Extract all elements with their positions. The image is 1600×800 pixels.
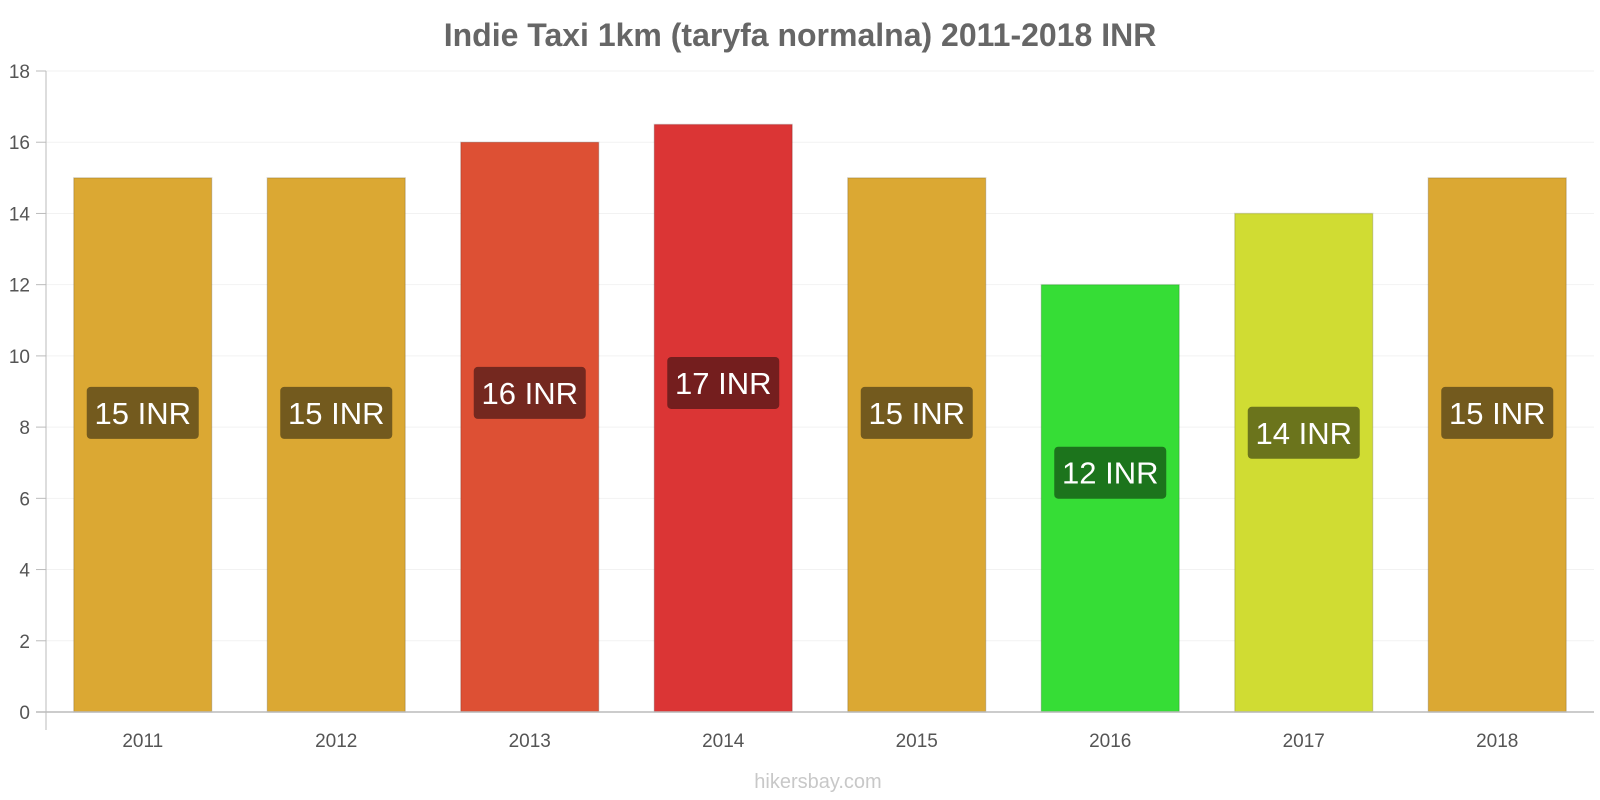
y-tick-label: 16: [9, 133, 30, 154]
y-axis: 0 2 4 6 8 10 12 14 16 18: [9, 62, 47, 730]
data-label-bg: [1054, 446, 1167, 499]
data-label: 15 INR: [1449, 396, 1545, 431]
data-label: 17 INR: [675, 366, 771, 401]
y-tick-label: 0: [19, 703, 30, 724]
x-tick-label: 2013: [509, 731, 551, 752]
x-tick-label: 2017: [1283, 731, 1325, 752]
data-label: 15 INR: [95, 396, 191, 431]
y-tick-label: 4: [19, 561, 30, 582]
x-tick-label: 2016: [1089, 731, 1131, 752]
x-tick-label: 2012: [315, 731, 357, 752]
x-axis: 2011 2012 2013 2014 2015 2016 2017 2018: [36, 711, 1594, 752]
data-label: 14 INR: [1256, 416, 1352, 451]
data-label-bg: [667, 356, 780, 409]
data-label-bg: [473, 366, 586, 419]
bars: 15 INR 15 INR 16 INR 17 INR 15 INR 12 INR 14 I…: [73, 123, 1567, 713]
bar-2014: [653, 123, 793, 713]
y-tick-label: 2: [19, 632, 30, 653]
data-label-bg: [860, 386, 973, 439]
data-label-bg: [1441, 386, 1554, 439]
data-label: 15 INR: [869, 396, 965, 431]
y-tick-label: 6: [19, 489, 30, 510]
bar-2012: [266, 177, 406, 713]
x-tick-label: 2011: [122, 731, 163, 752]
data-label-bg: [280, 386, 393, 439]
data-label: 16 INR: [482, 376, 578, 411]
bar-2015: [847, 177, 987, 713]
y-tick-label: 14: [9, 204, 31, 225]
y-tick-label: 18: [9, 62, 30, 83]
y-tick-label: 12: [9, 276, 30, 297]
bar-2018: [1427, 177, 1567, 713]
data-label: 12 INR: [1062, 456, 1158, 491]
data-label-bg: [86, 386, 199, 439]
y-tick-label: 10: [9, 347, 30, 368]
bar-2017: [1234, 212, 1374, 713]
x-tick-label: 2014: [702, 731, 745, 752]
chart-title: Indie Taxi 1km (taryfa normalna) 2011-20…: [444, 17, 1157, 53]
credit-text: hikersbay.com: [754, 771, 881, 793]
x-tick-label: 2015: [896, 731, 938, 752]
data-label: 15 INR: [288, 396, 384, 431]
y-tick-label: 8: [19, 418, 30, 439]
x-tick-label: 2018: [1476, 731, 1518, 752]
bar-2013: [460, 141, 600, 713]
bar-2011: [73, 177, 213, 713]
data-label-bg: [1247, 406, 1360, 459]
